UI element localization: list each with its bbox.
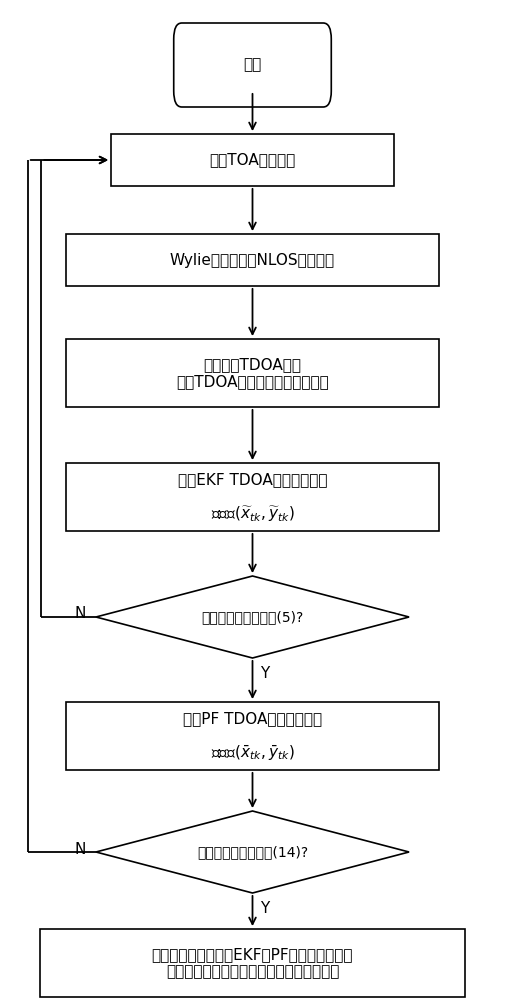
FancyBboxPatch shape	[66, 463, 439, 531]
FancyBboxPatch shape	[66, 702, 439, 770]
Text: 判定是否满足不等式(5)?: 判定是否满足不等式(5)?	[201, 610, 304, 624]
Text: Wylie鉴别法进行NLOS误差识别: Wylie鉴别法进行NLOS误差识别	[170, 252, 335, 267]
Text: 做差得到TDOA值，
并对TDOA对应的距离差进行重构: 做差得到TDOA值， 并对TDOA对应的距离差进行重构	[176, 357, 329, 389]
FancyBboxPatch shape	[66, 339, 439, 407]
FancyBboxPatch shape	[40, 929, 465, 997]
Text: 估计值$(\bar{x}_{tk},\bar{y}_{tk})$: 估计值$(\bar{x}_{tk},\bar{y}_{tk})$	[211, 743, 294, 763]
Text: 将经过筛选的分别由EKF和PF得到的位置坐标
进行残差加权以及数据平滑得到最终估计值: 将经过筛选的分别由EKF和PF得到的位置坐标 进行残差加权以及数据平滑得到最终估…	[152, 947, 354, 979]
Text: 开始: 开始	[243, 57, 262, 73]
Text: 判定是否满足不等式(14)?: 判定是否满足不等式(14)?	[197, 845, 308, 859]
FancyBboxPatch shape	[111, 134, 394, 186]
Text: 利用EKF TDOA算法计算得到: 利用EKF TDOA算法计算得到	[178, 473, 327, 488]
Text: Y: Y	[260, 666, 269, 681]
FancyBboxPatch shape	[174, 23, 331, 107]
Text: 利用PF TDOA算法计算得到: 利用PF TDOA算法计算得到	[183, 712, 322, 726]
Text: Y: Y	[260, 901, 269, 916]
Text: 读取TOA原始数据: 读取TOA原始数据	[210, 152, 295, 167]
Text: 估计值$(\widetilde{x}_{tk},\widetilde{y}_{tk})$: 估计值$(\widetilde{x}_{tk},\widetilde{y}_{t…	[211, 504, 294, 524]
Text: N: N	[74, 606, 86, 621]
Polygon shape	[96, 811, 409, 893]
Text: N: N	[74, 842, 86, 856]
Polygon shape	[96, 576, 409, 658]
FancyBboxPatch shape	[66, 234, 439, 286]
